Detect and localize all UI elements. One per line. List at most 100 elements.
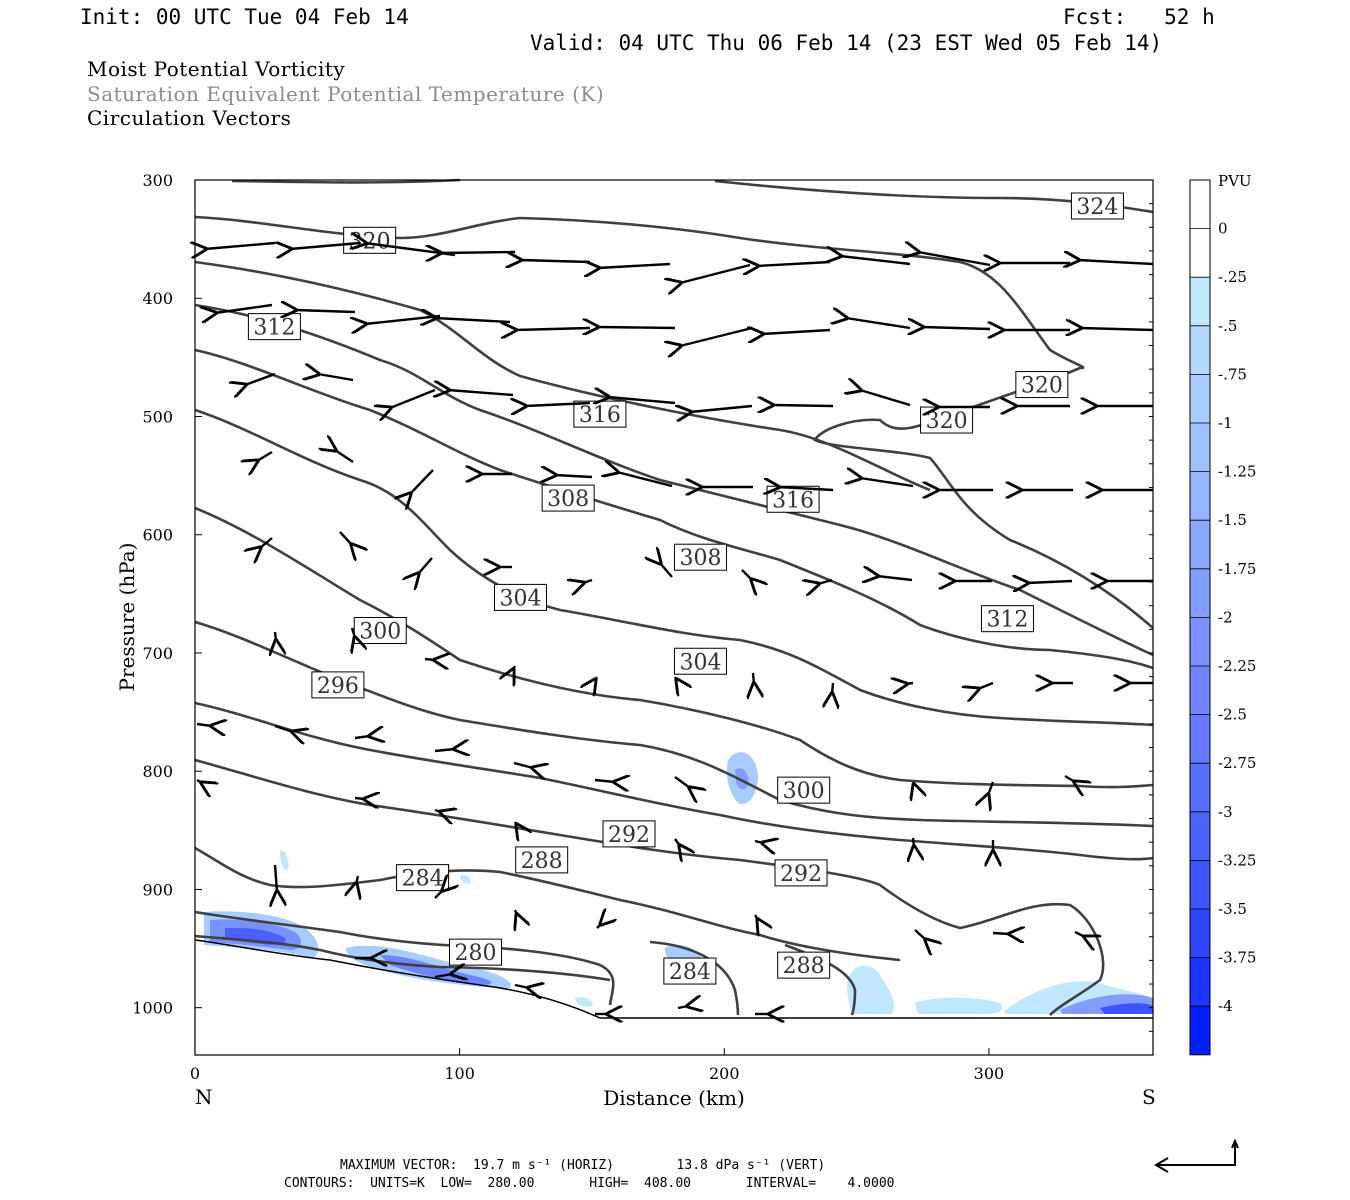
colorbar-label: -.5: [1218, 317, 1237, 335]
colorbar-segment: [1190, 811, 1210, 861]
colorbar-segment: [1190, 374, 1210, 423]
terrain-line: [194, 939, 1153, 1019]
svg-text:288: 288: [521, 849, 563, 874]
contour-label: 280: [449, 938, 503, 966]
svg-text:312: 312: [986, 608, 1028, 633]
svg-text:320: 320: [1021, 374, 1063, 399]
contour-label: 320: [343, 226, 397, 254]
colorbar-label: -.75: [1218, 365, 1247, 383]
colorbar-segment: [1190, 471, 1210, 521]
field-title-pv: Moist Potential Vorticity: [87, 57, 346, 81]
colorbar-segment: [1190, 568, 1210, 618]
colorbar-label: -2.5: [1218, 706, 1247, 724]
y-tick-label: 700: [142, 644, 173, 663]
contour-label: 288: [777, 951, 831, 979]
contour-label: 300: [353, 617, 407, 645]
colorbar-segment: [1190, 520, 1210, 569]
colorbar-segment: [1190, 666, 1210, 715]
svg-text:320: 320: [349, 229, 391, 254]
svg-text:316: 316: [579, 403, 621, 428]
colorbar-segment: [1190, 1006, 1210, 1055]
max-vector-text: MAXIMUM VECTOR: 19.7 m s⁻¹ (HORIZ) 13.8 …: [340, 1158, 826, 1173]
colorbar-segment: [1190, 325, 1210, 375]
y-tick-label: 900: [142, 880, 173, 899]
x-tick-label: 0: [190, 1064, 200, 1083]
south-endpoint-label: S: [1142, 1085, 1156, 1109]
contour-label: 284: [663, 957, 717, 985]
colorbar-label: -3.75: [1218, 949, 1256, 967]
colorbar-segment: [1190, 763, 1210, 812]
init-time: Init: 00 UTC Tue 04 Feb 14: [80, 5, 409, 29]
colorbar-label: -1.25: [1218, 463, 1256, 481]
contour-label: 320: [920, 406, 974, 434]
contour-label: 316: [573, 400, 627, 428]
contours-info-text: CONTOURS: UNITS=K LOW= 280.00 HIGH= 408.…: [284, 1176, 895, 1191]
x-axis-label: Distance (km): [603, 1086, 745, 1110]
colorbar-label: -.25: [1218, 268, 1247, 286]
colorbar-segment: [1190, 714, 1210, 764]
contour-label: 288: [515, 846, 569, 874]
svg-text:304: 304: [500, 586, 542, 611]
colorbar-segment: [1190, 423, 1210, 472]
contour-label: 312: [247, 313, 301, 341]
svg-text:308: 308: [679, 546, 721, 571]
colorbar-label: -2.25: [1218, 657, 1256, 675]
x-tick-label: 200: [709, 1064, 740, 1083]
cross-section-chart: 324 320 312 316 320 320 308 316 308 304 312 300 304 2…: [115, 171, 1256, 1110]
contour-label: 316: [766, 485, 820, 513]
plot-frame: [194, 179, 1154, 1056]
y-tick-label: 400: [142, 289, 173, 308]
contour-label: 312: [980, 605, 1034, 633]
field-title-vectors: Circulation Vectors: [87, 106, 292, 130]
contour-label: 304: [673, 647, 727, 675]
svg-text:284: 284: [402, 867, 444, 892]
colorbar-segment: [1190, 180, 1210, 229]
svg-text:300: 300: [783, 779, 825, 804]
contour-label: 284: [396, 864, 450, 892]
contour-label: 300: [777, 776, 831, 804]
axes: 300 400 500 600 700 800 900 1000 0 100 200 300: [132, 171, 1153, 1083]
contour-label: 320: [1015, 371, 1069, 399]
circulation-vectors: [197, 243, 1154, 1014]
colorbar-title: PVU: [1218, 172, 1252, 190]
svg-text:300: 300: [359, 620, 401, 645]
y-tick-label: 600: [142, 526, 173, 545]
svg-text:280: 280: [455, 941, 497, 966]
svg-text:308: 308: [547, 487, 589, 512]
x-tick-label: 300: [974, 1064, 1005, 1083]
contour-label: 292: [774, 859, 828, 887]
reference-vector: [1154, 1138, 1239, 1173]
svg-text:296: 296: [317, 674, 359, 699]
svg-text:324: 324: [1076, 195, 1118, 220]
colorbar-label: -1.5: [1218, 511, 1247, 529]
colorbar-label: -3.5: [1218, 900, 1247, 918]
colorbar-segment: [1190, 617, 1210, 666]
svg-text:292: 292: [608, 823, 650, 848]
colorbar-label: -1: [1218, 414, 1233, 432]
svg-text:312: 312: [253, 316, 295, 341]
colorbar-segment: [1190, 909, 1210, 958]
contour-label: 292: [602, 820, 656, 848]
svg-text:304: 304: [679, 650, 721, 675]
colorbar-label: -1.75: [1218, 560, 1256, 578]
colorbar-segment: [1190, 957, 1210, 1007]
colorbar: 0 -.25 -.5 -.75 -1 -1.25 -1.5 -1.75 -2 -2.25 -2.5 -…: [1189, 179, 1256, 1056]
svg-text:288: 288: [783, 954, 825, 979]
contour-label: 308: [541, 484, 595, 512]
contour-label: 304: [494, 583, 548, 611]
y-tick-label: 800: [142, 762, 173, 781]
colorbar-label: -2.75: [1218, 754, 1256, 772]
y-tick-label: 300: [142, 171, 173, 190]
colorbar-label: -3: [1218, 803, 1233, 821]
colorbar-label: -3.25: [1218, 851, 1256, 869]
field-title-theta-es: Saturation Equivalent Potential Temperat…: [87, 82, 605, 106]
y-axis-label: Pressure (hPa): [115, 543, 139, 692]
colorbar-segment: [1190, 277, 1210, 326]
y-tick-label: 1000: [132, 999, 173, 1018]
x-tick-label: 100: [444, 1064, 475, 1083]
svg-text:316: 316: [772, 488, 814, 513]
colorbar-segment: [1190, 228, 1210, 278]
svg-text:292: 292: [780, 862, 822, 887]
theta-es-contours: [194, 178, 1154, 1016]
contour-label: 324: [1070, 192, 1124, 220]
